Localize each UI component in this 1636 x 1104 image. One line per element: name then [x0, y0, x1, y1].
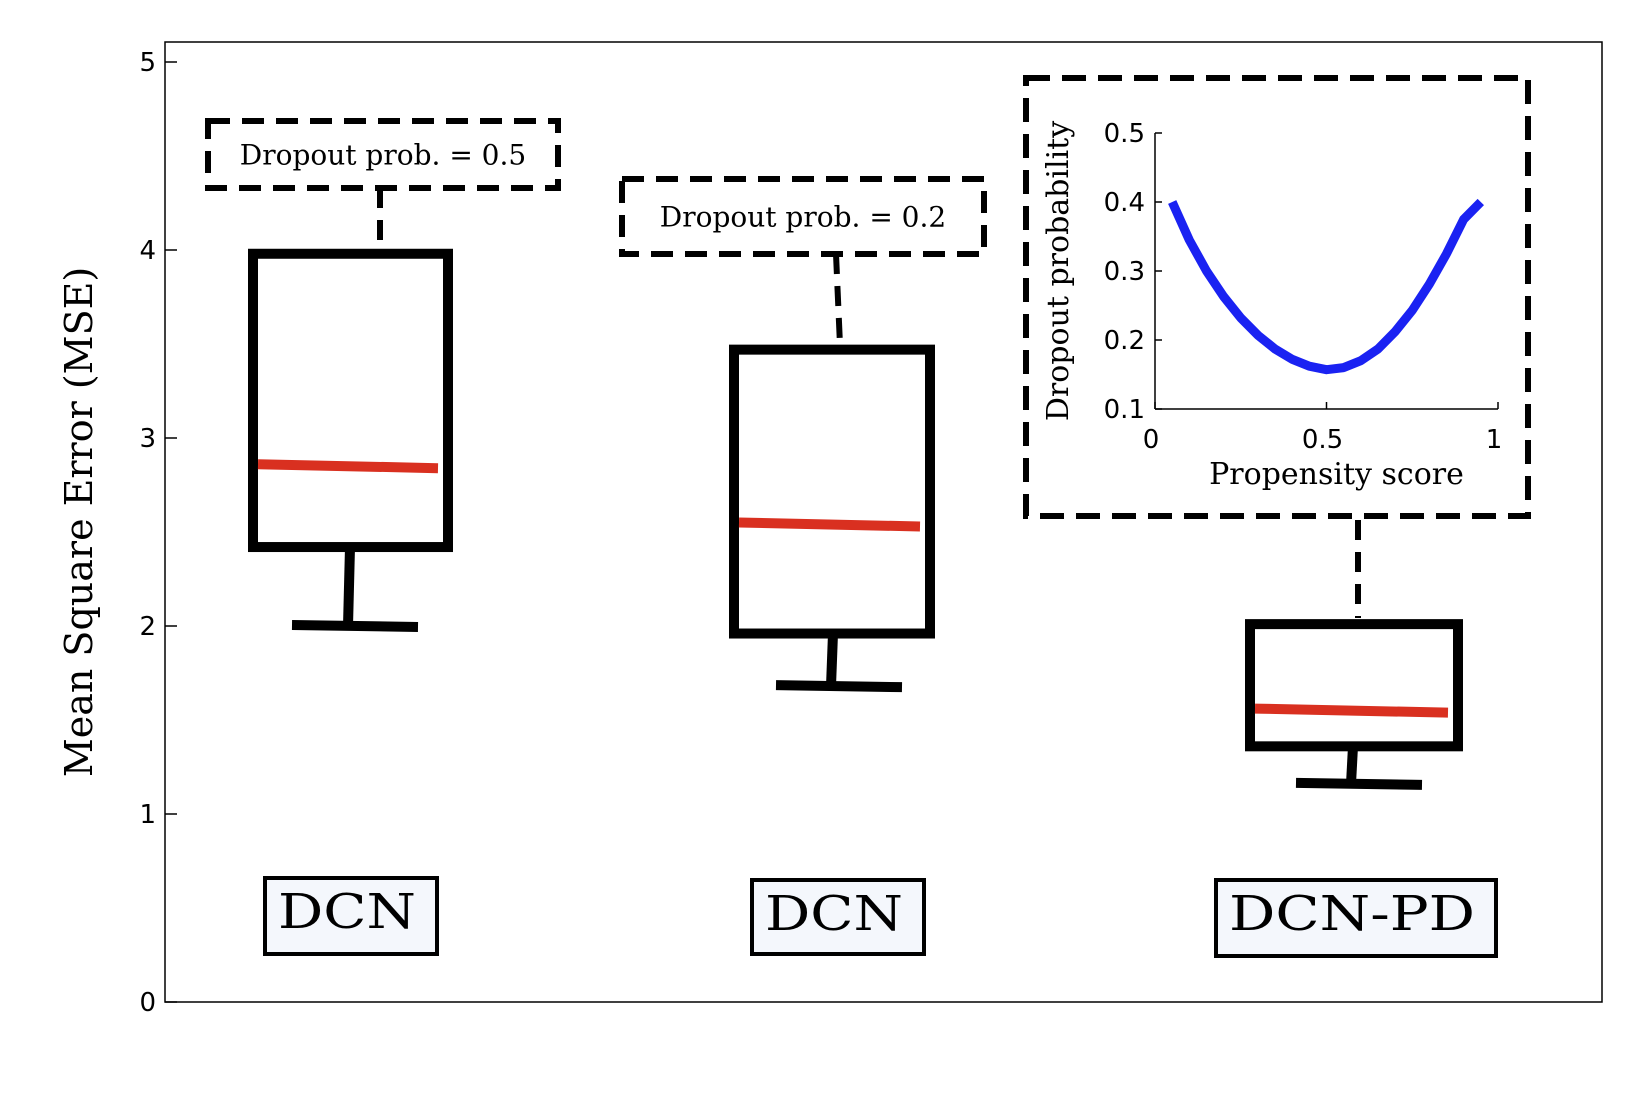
median-line	[1254, 703, 1449, 718]
annotation-box	[205, 118, 561, 191]
whisker-cap	[1295, 777, 1423, 790]
inset-panel: 0.1 0.2 0.3 0.4 0.5 0 0.5 1 Propensity score Drop…	[1023, 75, 1531, 519]
category-label-box	[750, 878, 926, 956]
inset-y-axis-label: Dropout probability	[1041, 121, 1076, 421]
y-tick-label: 4	[139, 236, 156, 266]
whisker	[826, 633, 838, 687]
inset-y-tick-label: 0.4	[1104, 188, 1145, 218]
y-tick-label: 5	[139, 48, 156, 78]
whisker	[1346, 746, 1358, 785]
plot-area	[164, 41, 1603, 1003]
box-group: Dropout prob. = 0.2 DCN	[619, 176, 987, 956]
inset-y-tick-label: 0.2	[1104, 326, 1145, 356]
inset-curve	[1168, 198, 1485, 375]
y-axis: 0 1 2 3 4 5	[139, 48, 177, 1018]
annotation-text: Dropout prob. = 0.5	[240, 139, 526, 172]
median-line	[257, 459, 439, 474]
inset-x-tick-label: 0.5	[1302, 425, 1343, 455]
y-axis-label: Mean Square Error (MSE)	[57, 267, 101, 777]
category-label: DCN	[765, 886, 903, 942]
inset-y-tick-label: 0.1	[1104, 395, 1145, 425]
inset-y-tick-label: 0.3	[1104, 257, 1145, 287]
median-line	[738, 517, 921, 532]
box-group: DCN-PD	[1214, 520, 1498, 958]
category-label-box	[1214, 878, 1498, 958]
inset-frame	[1023, 75, 1531, 519]
whisker-cap	[775, 680, 903, 693]
box	[729, 344, 935, 639]
y-tick-label: 1	[139, 800, 156, 830]
category-label: DCN	[278, 884, 416, 940]
box	[1245, 619, 1463, 752]
y-tick-label: 3	[139, 424, 156, 454]
annotation-text: Dropout prob. = 0.2	[660, 201, 946, 234]
inset-x-tick-label: 0	[1143, 425, 1160, 455]
category-label: DCN-PD	[1229, 886, 1475, 942]
inset-x-axis-label: Propensity score	[1209, 457, 1464, 492]
y-tick-label: 0	[139, 988, 156, 1018]
annotation-connector	[833, 253, 843, 346]
inset-y-tick-label: 0.5	[1104, 119, 1145, 149]
annotation-box	[619, 176, 987, 257]
category-label-box	[263, 876, 439, 956]
whisker	[343, 546, 355, 627]
box-group: Dropout prob. = 0.5 DCN	[205, 118, 561, 956]
inset-x-tick-label: 1	[1486, 425, 1503, 455]
box	[248, 248, 453, 553]
y-tick-label: 2	[139, 612, 156, 642]
whisker-cap	[291, 620, 419, 632]
